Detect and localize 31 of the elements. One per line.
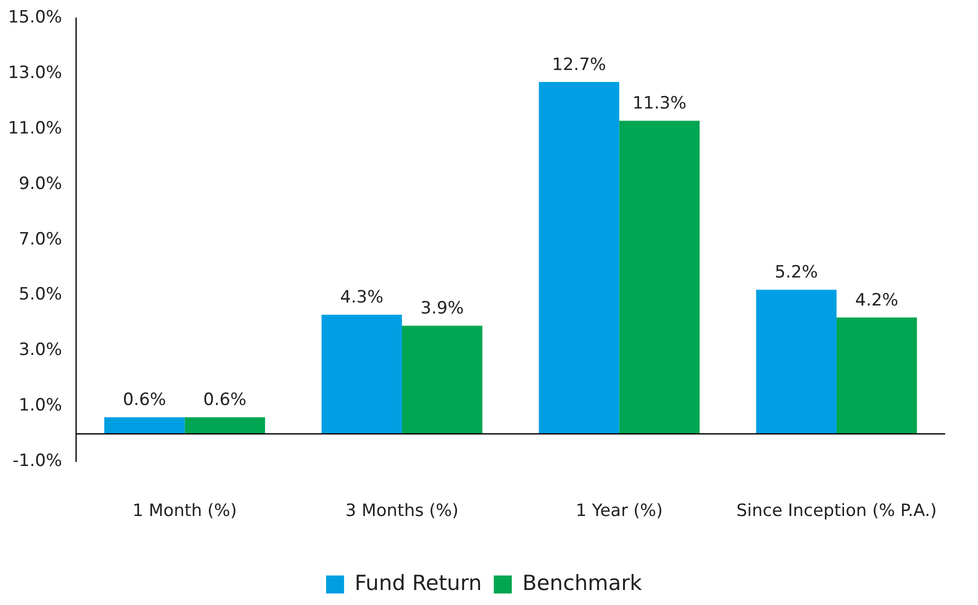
data-label: 12.7% [552, 54, 606, 75]
x-tick-label: 1 Month (%) [132, 501, 237, 522]
y-tick-label: 11.0% [8, 118, 62, 138]
x-tick-label: Since Inception (% P.A.) [736, 501, 937, 522]
y-tick-label: 7.0% [18, 229, 62, 250]
y-tick-label: -1.0% [12, 451, 62, 472]
y-tick-label: 15.0% [8, 8, 62, 28]
y-tick-label: 5.0% [18, 284, 62, 305]
legend-label: Fund Return [354, 570, 482, 595]
bar [538, 82, 620, 434]
bar [184, 417, 266, 434]
bar [619, 120, 700, 434]
data-label: 4.3% [340, 288, 384, 308]
data-label: 3.9% [420, 298, 464, 319]
y-tick-label: 9.0% [18, 174, 62, 194]
x-tick-label: 1 Year (%) [576, 501, 663, 522]
data-label: 4.2% [855, 290, 898, 310]
bar [322, 314, 402, 434]
y-tick-label: 1.0% [18, 396, 62, 416]
bar [756, 290, 837, 434]
y-tick-label: 13.0% [8, 63, 62, 84]
data-label: 11.3% [632, 94, 686, 114]
bar [104, 417, 185, 434]
y-tick-label: 3.0% [18, 340, 62, 360]
data-label: 0.6% [203, 390, 246, 410]
legend-label: Benchmark [522, 570, 643, 595]
x-tick-label: 3 Months (%) [345, 501, 459, 522]
bar [836, 317, 917, 434]
data-label: 0.6% [122, 390, 166, 410]
bar [402, 326, 482, 434]
data-label: 5.2% [774, 262, 818, 283]
